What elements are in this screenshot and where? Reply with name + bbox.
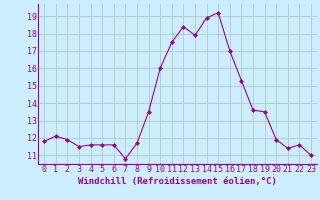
X-axis label: Windchill (Refroidissement éolien,°C): Windchill (Refroidissement éolien,°C): [78, 177, 277, 186]
